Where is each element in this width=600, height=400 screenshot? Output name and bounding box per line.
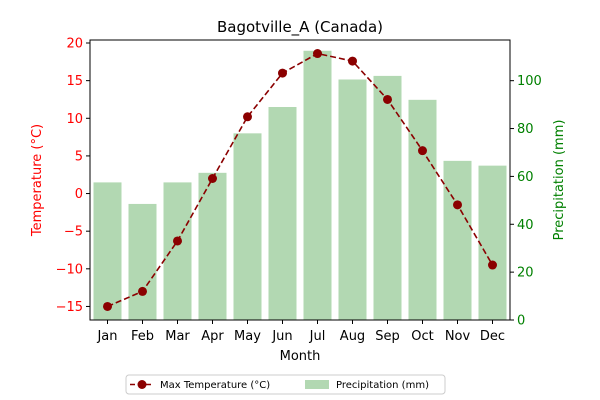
legend-bar-swatch [305, 380, 329, 389]
left-tick-label: 5 [75, 149, 83, 164]
temp-point-dec [488, 260, 497, 270]
left-axis-label: Temperature (°C) [30, 124, 45, 237]
temp-point-nov [453, 200, 462, 210]
x-tick-label-sep: Sep [375, 329, 400, 344]
right-tick-label: 0 [517, 314, 525, 329]
precip-bar-feb [128, 203, 157, 320]
legend: Max Temperature (°C) Precipitation (mm) [125, 374, 446, 395]
x-tick-label-oct: Oct [411, 329, 433, 344]
left-tick-label: −5 [64, 225, 83, 240]
temp-point-feb [138, 286, 147, 296]
x-axis-label: Month [280, 349, 321, 364]
precip-bar-apr [198, 172, 227, 320]
left-tick-label: −10 [56, 262, 83, 277]
x-tick-label-jun: Jun [271, 329, 292, 344]
right-tick-label: 100 [517, 74, 542, 89]
right-tick-label: 40 [517, 218, 534, 233]
x-tick-label-nov: Nov [445, 329, 471, 344]
temperature-line [103, 49, 497, 311]
temp-point-oct [418, 146, 427, 156]
temp-point-aug [348, 56, 357, 66]
precip-bar-jun [268, 107, 297, 320]
precip-bar-aug [338, 79, 367, 320]
x-tick-label-jan: Jan [96, 329, 117, 344]
temp-point-jun [278, 68, 287, 78]
temp-point-jan [103, 301, 112, 311]
x-tick-label-aug: Aug [340, 329, 365, 344]
x-tick-label-dec: Dec [480, 329, 505, 344]
precip-bar-jan [93, 182, 122, 320]
legend-label-precipitation: Precipitation (mm) [336, 380, 429, 391]
right-axis-label: Precipitation (mm) [552, 120, 567, 241]
x-tick-label-may: May [234, 329, 261, 344]
right-tick-label: 60 [517, 170, 534, 185]
precip-bar-nov [443, 160, 472, 320]
right-axis: 0 20 40 60 80 100 [510, 74, 542, 329]
x-tick-label-feb: Feb [131, 329, 154, 344]
precipitation-bars [93, 50, 507, 321]
temp-point-apr [208, 173, 217, 183]
right-tick-label: 20 [517, 266, 534, 281]
left-axis: −15 −10 −5 0 5 10 15 20 [56, 37, 90, 315]
precip-bar-sep [373, 75, 402, 321]
precip-bar-may [233, 133, 262, 320]
legend-line-marker [137, 380, 147, 389]
left-tick-label: −15 [56, 300, 83, 315]
x-tick-label-apr: Apr [201, 329, 224, 344]
temp-point-may [243, 112, 252, 122]
precip-bar-mar [163, 182, 192, 320]
left-tick-label: 20 [66, 37, 83, 52]
x-tick-label-mar: Mar [165, 329, 190, 344]
temp-point-jul [313, 49, 322, 59]
legend-box [125, 374, 446, 395]
left-tick-label: 0 [75, 187, 83, 202]
left-tick-label: 10 [66, 112, 83, 127]
temperature-line-path [107, 52, 494, 308]
precip-bar-oct [408, 99, 437, 320]
x-axis: Jan Feb Mar Apr May Jun Jul Aug Sep Oct Nov Dec [96, 320, 505, 344]
temp-point-sep [383, 94, 392, 104]
x-tick-label-jul: Jul [309, 329, 326, 344]
left-tick-label: 15 [66, 74, 83, 89]
temp-point-mar [173, 236, 182, 246]
precip-bar-jul [303, 50, 332, 321]
precip-bar-dec [478, 165, 507, 320]
plot-frame [89, 39, 511, 321]
right-tick-label: 80 [517, 122, 534, 137]
legend-label-temperature: Max Temperature (°C) [160, 380, 270, 391]
chart-title: Bagotville_A (Canada) [217, 18, 383, 37]
